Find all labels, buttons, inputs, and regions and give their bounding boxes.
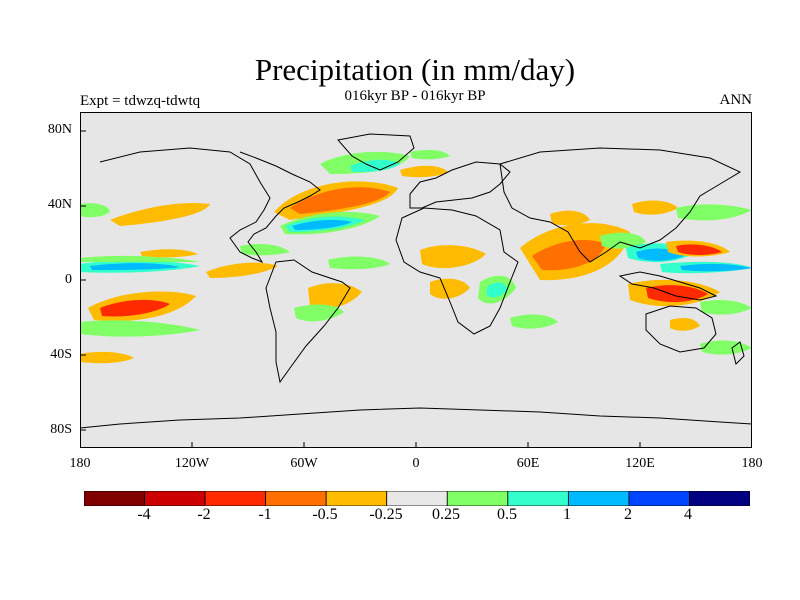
anomaly-blue — [680, 263, 752, 272]
anomaly-red — [646, 285, 708, 303]
colorbar-box — [386, 491, 448, 506]
coast-europe — [409, 161, 511, 209]
y-tick-label: 80S — [50, 422, 72, 437]
coast-australia — [645, 305, 717, 353]
anomaly-orange — [206, 262, 278, 278]
anomaly-green — [80, 320, 200, 337]
colorbar-label: -0.25 — [369, 506, 403, 523]
colorbar — [84, 491, 750, 506]
colorbar-box — [325, 491, 388, 506]
coast-antarctica — [80, 407, 752, 429]
map-background — [80, 112, 752, 448]
x-tick-label: 60W — [290, 456, 318, 471]
coast-maritime — [618, 271, 718, 301]
plot-subtitle: 016kyr BP - 016kyr BP — [344, 88, 486, 104]
anomaly-red — [676, 244, 722, 255]
anomaly-orange — [110, 202, 210, 226]
anomaly-green — [700, 340, 752, 355]
colorbar-label: -4 — [137, 506, 151, 523]
colorbar-box — [446, 491, 509, 506]
x-tick-label: 60E — [516, 456, 540, 471]
anomaly-cyan — [486, 282, 508, 298]
colorbar-box — [567, 491, 630, 506]
coast-new-zealand — [731, 341, 745, 365]
anomaly-orange — [400, 165, 448, 178]
anomaly-orange — [420, 245, 486, 269]
y-tick-label: 40N — [47, 197, 72, 212]
colorbar-box — [507, 491, 569, 506]
colorbar-box — [204, 491, 267, 506]
season-label: ANN — [719, 92, 753, 108]
coast-south-america — [265, 259, 351, 384]
x-tick-label: 0 — [412, 456, 420, 471]
x-tick-label: 120W — [174, 456, 210, 471]
colorbar-label: 2 — [624, 506, 632, 523]
y-tick-label: 0 — [65, 272, 72, 287]
colorbar-box — [689, 491, 750, 506]
coast-asia — [499, 147, 742, 263]
anomaly-red — [100, 299, 170, 317]
y-tick-label: 40S — [50, 347, 72, 362]
colorbar-label: 0.5 — [497, 506, 517, 523]
x-tick-label: 180 — [69, 456, 91, 471]
anomaly-red — [290, 187, 390, 214]
colorbar-box — [628, 491, 690, 506]
precipitation-map — [80, 112, 752, 448]
anomaly-orange — [632, 200, 678, 215]
plot-title: Precipitation (in mm/day) — [254, 52, 576, 87]
anomaly-blue — [90, 263, 180, 270]
coast-africa — [395, 207, 519, 335]
y-tick-label: 80N — [47, 122, 72, 137]
coastlines — [80, 133, 752, 429]
colorbar-label: 4 — [684, 506, 692, 523]
anomaly-red — [532, 240, 606, 271]
anomaly-fields — [80, 149, 752, 364]
anomaly-green — [600, 232, 646, 249]
colorbar-box — [84, 491, 145, 506]
colorbar-label: -0.5 — [312, 506, 338, 523]
x-tick-label: 120E — [625, 456, 655, 471]
anomaly-green — [676, 204, 752, 221]
coast-greenland — [337, 133, 415, 171]
anomaly-orange — [80, 351, 134, 364]
anomaly-cyan — [350, 159, 400, 172]
colorbar-box — [144, 491, 206, 506]
anomaly-orange — [430, 278, 470, 299]
anomaly-orange — [670, 318, 700, 331]
anomaly-green — [700, 300, 752, 315]
axis-ticks — [80, 130, 641, 448]
anomaly-green — [80, 203, 110, 218]
anomaly-orange — [140, 249, 198, 258]
anomaly-green — [328, 256, 390, 270]
colorbar-box — [265, 491, 327, 506]
x-tick-label: 180 — [741, 456, 763, 471]
colorbar-label: 0.25 — [432, 506, 460, 523]
anomaly-green — [510, 314, 558, 329]
anomaly-green — [80, 255, 200, 262]
anomaly-green — [410, 149, 450, 160]
anomaly-blue — [292, 219, 352, 230]
coast-north-america — [99, 147, 321, 264]
colorbar-label: -2 — [197, 506, 211, 523]
anomaly-orange — [308, 283, 362, 309]
anomaly-orange — [550, 210, 590, 226]
colorbar-label: 1 — [563, 506, 571, 523]
colorbar-label: -1 — [258, 506, 272, 523]
experiment-label: Expt = tdwzq-tdwtq — [80, 93, 201, 109]
